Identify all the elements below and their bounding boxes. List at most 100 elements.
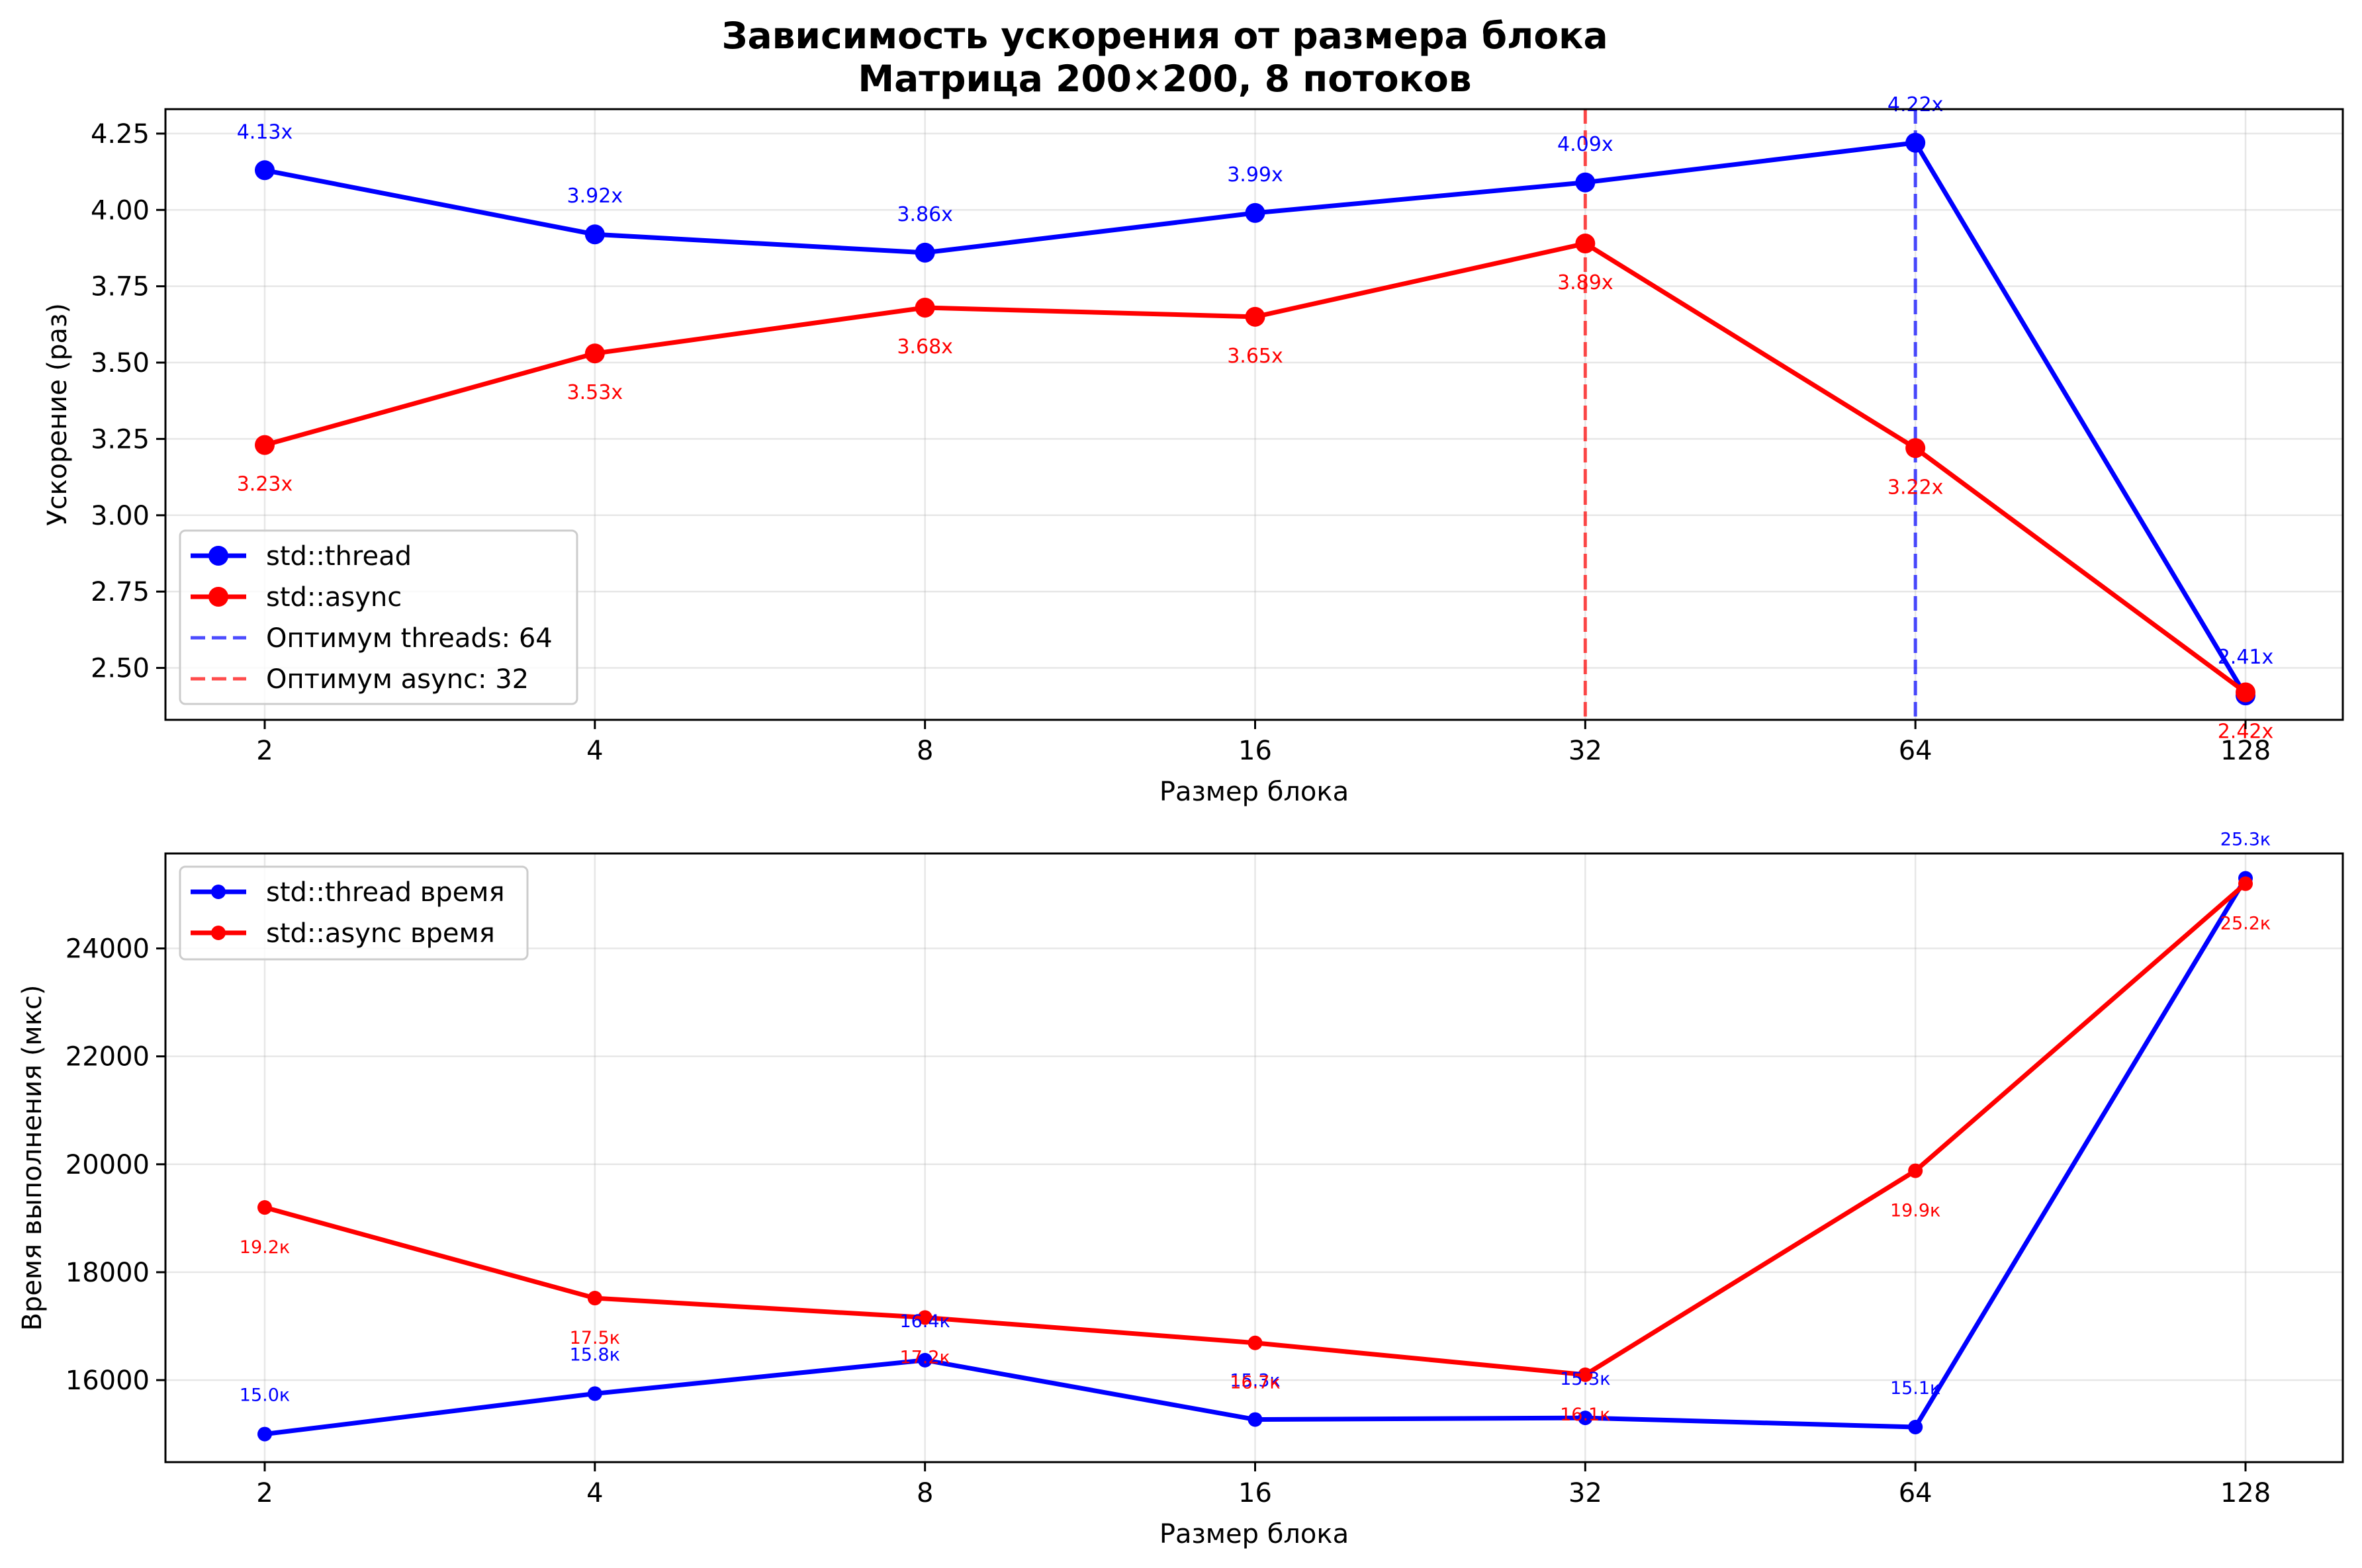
data-point [1908, 1419, 1923, 1434]
data-point [1905, 438, 1926, 458]
chart-title-line-2: Матрица 200×200, 8 потоков [858, 58, 1471, 100]
y-tick-label: 4.25 [91, 119, 150, 150]
data-label: 3.92x [567, 185, 623, 208]
y-tick-label: 3.75 [91, 272, 150, 302]
x-axis-label: Размер блока [1159, 777, 1349, 807]
data-point [915, 242, 935, 263]
legend-marker [208, 546, 228, 566]
data-label: 3.65x [1227, 345, 1283, 368]
y-tick-label: 24000 [66, 934, 150, 965]
data-label: 15.3к [1230, 1371, 1280, 1391]
x-tick-label: 4 [586, 736, 603, 766]
data-label: 17.2к [899, 1347, 950, 1368]
legend-marker [211, 885, 226, 899]
data-point [255, 435, 275, 455]
data-point [1575, 234, 1596, 254]
y-tick-label: 3.50 [91, 348, 150, 378]
data-point [584, 343, 605, 364]
data-label: 4.13x [237, 120, 293, 144]
data-point [1248, 1412, 1263, 1427]
data-point [1245, 202, 1265, 223]
data-point [917, 1310, 932, 1325]
data-label: 15.8к [570, 1344, 620, 1365]
data-label: 19.9к [1890, 1200, 1940, 1221]
data-label: 15.0к [240, 1385, 290, 1406]
data-label: 15.1к [1890, 1378, 1940, 1399]
data-label: 15.3к [1560, 1369, 1610, 1389]
data-point [2236, 682, 2255, 703]
y-axis-label: Ускорение (раз) [42, 303, 73, 526]
data-label: 16.1к [1560, 1405, 1610, 1425]
legend-label: Оптимум async: 32 [266, 664, 529, 695]
legend-marker [208, 587, 228, 607]
legend-box [179, 865, 529, 961]
time-panel: 15.0к 15.8к 16.4к 15.3к 15.3к 15.1к 25.3к 19.2к… [17, 830, 2344, 1549]
data-label: 3.89x [1557, 271, 1613, 294]
data-label: 3.22x [1887, 476, 1944, 499]
data-point [584, 224, 605, 245]
data-label: 3.53x [567, 381, 623, 404]
x-tick-label: 128 [2220, 1478, 2271, 1508]
chart-title-line-1: Зависимость ускорения от размера блока [721, 15, 1608, 57]
data-label: 19.2к [240, 1237, 290, 1258]
data-label: 3.23x [237, 473, 293, 496]
x-tick-label: 4 [586, 1478, 603, 1508]
y-tick-label: 20000 [66, 1150, 150, 1180]
x-tick-label: 8 [917, 736, 933, 766]
legend-label: Оптимум threads: 64 [266, 623, 553, 654]
y-tick-label: 3.00 [91, 501, 150, 531]
y-tick-label: 2.75 [91, 577, 150, 607]
data-point [1905, 132, 1926, 153]
data-label: 2.41x [2218, 646, 2274, 669]
x-axis-label: Размер блока [1159, 1519, 1349, 1549]
data-point [587, 1291, 602, 1306]
x-tick-label: 2 [256, 1478, 273, 1508]
data-label: 3.86x [897, 203, 953, 226]
x-tick-label: 2 [256, 736, 273, 766]
data-point [1575, 172, 1596, 193]
data-point [2238, 876, 2253, 891]
y-tick-label: 22000 [66, 1042, 150, 1072]
data-label: 4.22x [1887, 93, 1944, 116]
x-tick-label: 64 [1899, 736, 1932, 766]
x-tick-label: 32 [1568, 1478, 1602, 1508]
x-tick-label: 16 [1238, 1478, 1272, 1508]
data-point [587, 1386, 602, 1401]
legend-box [179, 529, 578, 705]
data-point [1578, 1411, 1593, 1426]
data-point [1908, 1163, 1923, 1178]
x-tick-label: 32 [1568, 736, 1602, 766]
data-point [917, 1352, 932, 1368]
data-label: 25.3к [2220, 830, 2271, 850]
y-axis-label: Время выполнения (мкс) [17, 985, 48, 1331]
data-point [915, 297, 935, 318]
x-tick-label: 16 [1238, 736, 1272, 766]
x-tick-label: 8 [917, 1478, 933, 1508]
legend-label: std::async [266, 582, 402, 613]
data-point [1248, 1335, 1263, 1350]
y-tick-label: 2.50 [91, 654, 150, 684]
data-label: 16.4к [899, 1311, 950, 1332]
x-tick-label: 64 [1899, 1478, 1932, 1508]
data-label: 16.7к [1230, 1373, 1280, 1393]
legend-label: std::thread [266, 541, 412, 572]
data-point [257, 1426, 272, 1442]
y-tick-label: 16000 [66, 1366, 150, 1396]
speedup-panel: 4.13x 3.92x 3.86x 3.99x 4.09x 4.22x 2.41x 3.23x… [42, 93, 2344, 807]
data-label: 4.09x [1557, 133, 1613, 156]
data-point [255, 160, 275, 181]
data-point [257, 1200, 272, 1215]
legend-marker [211, 926, 226, 940]
y-tick-label: 4.00 [91, 195, 150, 226]
y-tick-label: 18000 [66, 1258, 150, 1288]
legend-label: std::async время [266, 918, 495, 949]
data-point [1245, 306, 1265, 327]
x-tick-label: 128 [2220, 736, 2271, 766]
data-label: 3.68x [897, 335, 953, 359]
data-label: 25.2к [2220, 914, 2271, 934]
legend-label: std::thread время [266, 877, 505, 908]
